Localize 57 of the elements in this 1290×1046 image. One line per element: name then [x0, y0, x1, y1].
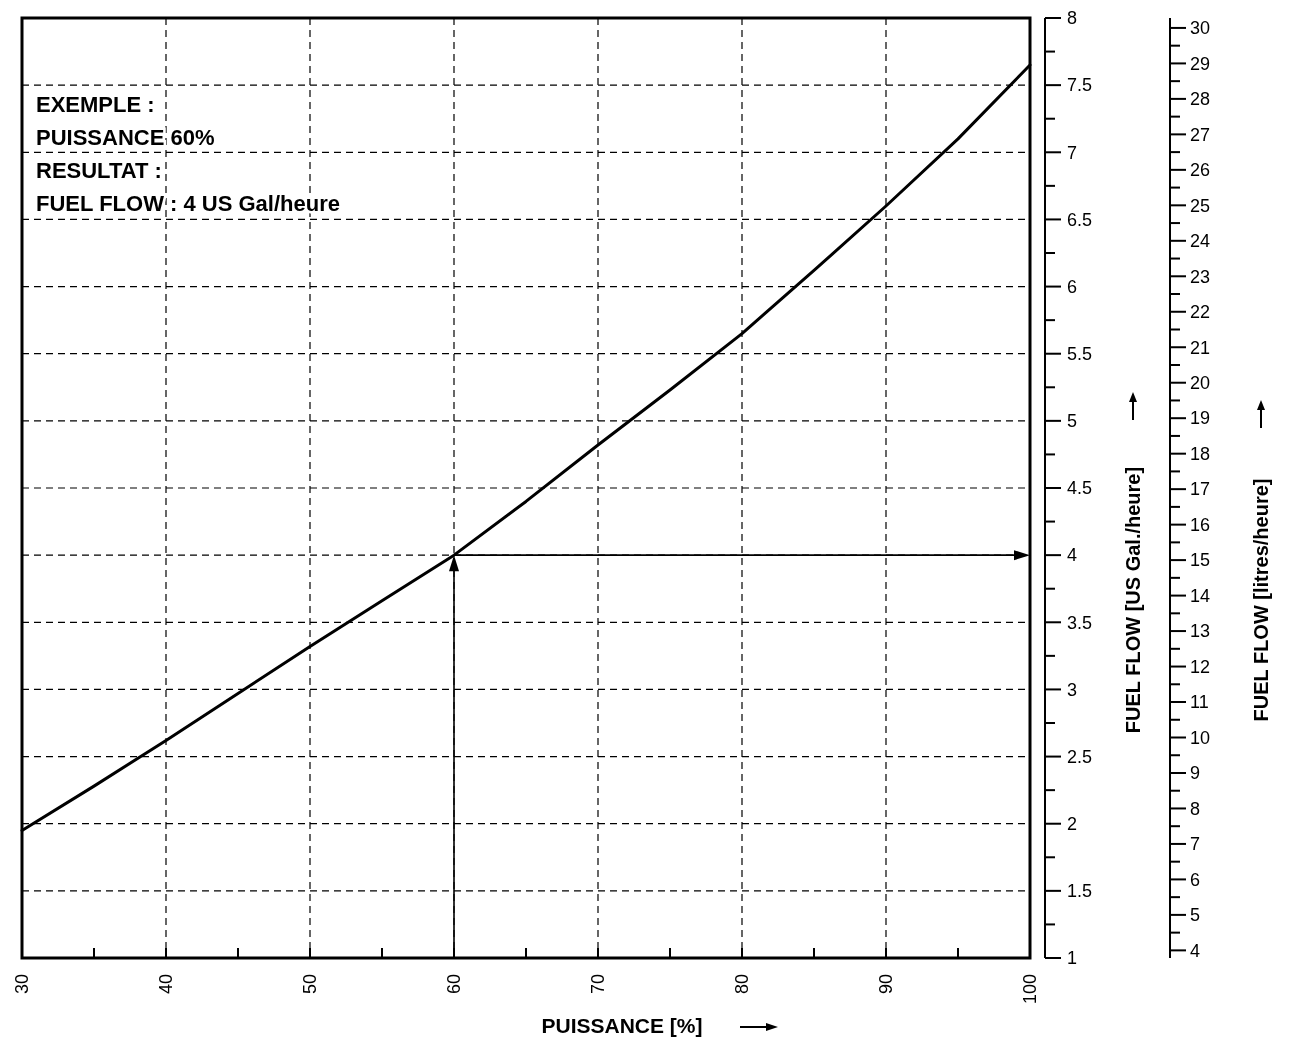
- x-tick-label: 50: [300, 974, 321, 995]
- x-tick-label: 30: [12, 974, 33, 995]
- x-tick-label: 90: [876, 974, 897, 995]
- y-tick-label: 3: [1067, 679, 1078, 700]
- y2-tick-label: 21: [1190, 337, 1211, 358]
- y2-tick-label: 24: [1190, 231, 1211, 252]
- y-tick-label: 4.5: [1067, 478, 1093, 499]
- y2-tick-label: 18: [1190, 443, 1211, 464]
- annotation: RESULTAT :: [36, 158, 162, 183]
- y-tick-label: 2.5: [1067, 746, 1093, 767]
- x-tick-label: 100: [1020, 974, 1041, 1005]
- annotation: FUEL FLOW : 4 US Gal/heure: [36, 191, 340, 216]
- y2-tick-label: 11: [1190, 692, 1209, 713]
- y-tick-label: 7.5: [1067, 75, 1093, 96]
- y2-axis-title: FUEL FLOW [litres/heure]: [1250, 478, 1272, 722]
- y2-tick-label: 14: [1190, 585, 1211, 606]
- y-tick-label: 8: [1067, 8, 1078, 29]
- y2-tick-label: 20: [1190, 373, 1211, 394]
- y2-tick-label: 7: [1190, 834, 1201, 855]
- y2-tick-label: 29: [1190, 53, 1211, 74]
- y-axis-title: FUEL FLOW [US Gal./heure]: [1122, 466, 1144, 734]
- x-tick-label: 60: [444, 974, 465, 995]
- x-tick-label: 70: [588, 974, 609, 995]
- y2-tick-label: 30: [1190, 18, 1211, 39]
- y2-tick-label: 23: [1190, 266, 1211, 287]
- y2-tick-label: 25: [1190, 195, 1211, 216]
- y2-tick-label: 13: [1190, 621, 1211, 642]
- x-tick-label: 80: [732, 974, 753, 995]
- annotation: EXEMPLE :: [36, 92, 155, 117]
- y-tick-label: 3.5: [1067, 612, 1093, 633]
- y-tick-label: 1: [1067, 948, 1078, 969]
- y-tick-label: 4: [1067, 545, 1078, 566]
- y-tick-label: 7: [1067, 142, 1078, 163]
- y2-tick-label: 28: [1190, 89, 1211, 110]
- y2-tick-label: 5: [1190, 905, 1201, 926]
- y2-tick-label: 12: [1190, 656, 1211, 677]
- y-tick-label: 6: [1067, 276, 1078, 297]
- y2-tick-label: 10: [1190, 727, 1211, 748]
- y2-tick-label: 8: [1190, 798, 1201, 819]
- y2-tick-label: 15: [1190, 550, 1211, 571]
- y-tick-label: 2: [1067, 814, 1078, 835]
- y-tick-label: 1.5: [1067, 881, 1093, 902]
- y2-tick-label: 17: [1190, 479, 1211, 500]
- x-axis-title: PUISSANCE [%]: [541, 1014, 703, 1037]
- y-tick-label: 5.5: [1067, 344, 1093, 365]
- y2-tick-label: 4: [1190, 940, 1201, 961]
- y2-tick-label: 27: [1190, 124, 1211, 145]
- y2-tick-label: 9: [1190, 763, 1201, 784]
- y-tick-label: 5: [1067, 411, 1078, 432]
- x-tick-label: 40: [156, 974, 177, 995]
- y2-tick-label: 19: [1190, 408, 1211, 429]
- y2-tick-label: 16: [1190, 514, 1211, 535]
- y-tick-label: 6.5: [1067, 209, 1093, 230]
- annotation: PUISSANCE 60%: [36, 125, 215, 150]
- y2-tick-label: 22: [1190, 302, 1211, 323]
- y2-tick-label: 6: [1190, 869, 1201, 890]
- y2-tick-label: 26: [1190, 160, 1211, 181]
